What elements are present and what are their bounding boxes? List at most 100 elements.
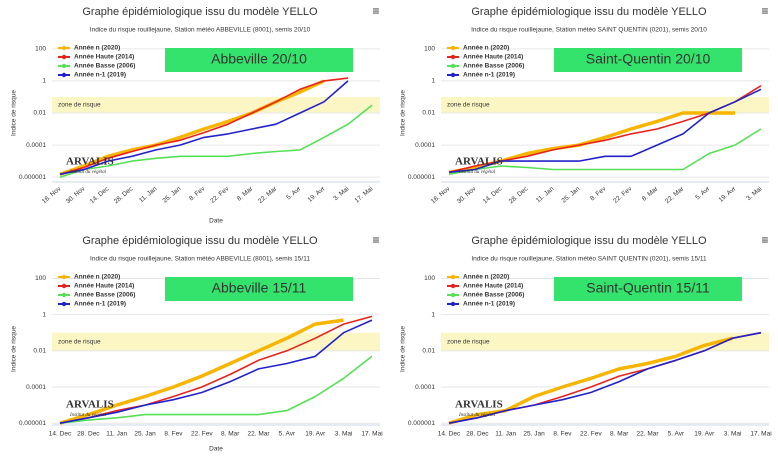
legend-marker	[450, 63, 456, 69]
x-tick-label: 22. Fev	[191, 431, 213, 438]
y-tick-label: 100	[35, 275, 46, 282]
chart-title: Graphe épidémiologique issu du modèle YE…	[471, 235, 707, 247]
y-tick-label: 1	[42, 311, 46, 318]
y-axis-label: Indice de risque	[11, 326, 18, 372]
x-tick-label: 8. Mar	[221, 431, 240, 438]
series-line	[59, 319, 373, 424]
legend-label: Année n-1 (2019)	[74, 72, 126, 79]
label-box	[554, 277, 742, 301]
y-tick-label: 0.000001	[408, 174, 435, 181]
x-tick-label: 8. Mar	[610, 431, 629, 438]
x-tick-label: 25. Jan	[561, 185, 582, 204]
x-axis-label: Date	[209, 218, 223, 225]
x-tick-label: 5. Avr	[279, 431, 296, 438]
x-tick-label: 14. Dec	[89, 185, 111, 205]
chart-subtitle: Indice du risque rouillejaune, Station m…	[90, 27, 311, 34]
legend-label: Année n (2020)	[74, 274, 120, 281]
x-tick-label: 28. Dec	[508, 185, 530, 205]
y-tick-label: 0.01	[422, 110, 435, 117]
legend-marker	[450, 292, 456, 298]
chart-subtitle: Indice du risque rouillejaune, Station m…	[90, 256, 310, 263]
label-text: Abbeville 15/11	[212, 280, 307, 296]
series-line	[59, 80, 349, 176]
risk-zone-label: zone de risque	[447, 102, 490, 109]
x-tick-label: 19. Avr	[306, 185, 327, 204]
x-tick-label: 17. Mai	[354, 185, 375, 204]
legend-marker	[450, 283, 456, 289]
legend-marker	[450, 45, 456, 51]
chart-title: Graphe épidémiologique issu du modèle YE…	[471, 6, 707, 18]
legend-marker	[61, 301, 67, 307]
chart-title: Graphe épidémiologique issu du modèle YE…	[82, 6, 318, 18]
legend-marker	[450, 72, 456, 78]
legend-label: Année n (2020)	[463, 45, 509, 52]
chart-panel: Graphe épidémiologique issu du modèle YE…	[400, 4, 769, 205]
logo: ARVALIS	[66, 399, 114, 411]
label-text: Saint-Quentin 20/10	[586, 51, 711, 67]
x-tick-label: 8. Fev	[553, 431, 572, 438]
x-tick-label: 14. Dec	[49, 431, 72, 438]
series-line	[59, 104, 373, 178]
y-tick-label: 0.0001	[26, 384, 46, 391]
legend-marker	[61, 54, 67, 60]
legend-label: Année Haute (2014)	[74, 54, 134, 61]
x-tick-label: 25. Jan	[523, 431, 545, 438]
x-tick-label: 11. Jan	[535, 185, 556, 204]
legend-label: Année n-1 (2019)	[463, 72, 515, 79]
y-tick-label: 0.01	[33, 348, 46, 355]
x-tick-label: 16. Nov	[41, 185, 63, 205]
x-tick-label: 22. Fev	[580, 431, 602, 438]
menu-icon: ≡	[761, 4, 768, 18]
legend-label: Année n-1 (2019)	[463, 301, 515, 308]
x-tick-label: 14. Dec	[482, 185, 504, 205]
menu-icon: ≡	[372, 233, 379, 247]
x-tick-label: 17. Mai	[750, 431, 771, 438]
x-tick-label: 8. Fev	[188, 185, 207, 202]
legend-label: Année n (2020)	[74, 45, 120, 52]
legend-label: Année Basse (2006)	[74, 63, 135, 70]
x-tick-label: 3. Mai	[335, 431, 353, 438]
x-tick-label: 30. Nov	[65, 185, 87, 205]
logo-sub: Institut du végétal	[69, 413, 107, 418]
risk-zone	[441, 96, 769, 113]
x-tick-label: 5. Avr	[668, 431, 685, 438]
x-tick-label: 19. Avr	[305, 431, 326, 438]
x-tick-label: 22. Mar	[664, 185, 686, 205]
risk-zone-label: zone de risque	[58, 339, 101, 346]
x-tick-label: 3. Mai	[724, 431, 742, 438]
x-tick-label: 25. Jan	[162, 185, 183, 204]
label-text: Abbeville 20/10	[211, 51, 307, 67]
legend-label: Année Haute (2014)	[74, 283, 134, 290]
legend-marker	[450, 301, 456, 307]
x-tick-label: 8. Fev	[589, 185, 608, 202]
y-tick-label: 1	[42, 78, 46, 85]
y-tick-label: 0.0001	[26, 142, 46, 149]
label-box	[165, 277, 353, 301]
x-tick-label: 19. Avr	[694, 431, 715, 438]
x-tick-label: 11. Jan	[138, 185, 159, 204]
x-tick-label: 11. Jan	[495, 431, 516, 438]
legend-label: Année n-1 (2019)	[74, 301, 126, 308]
risk-zone	[52, 96, 380, 113]
series-line	[59, 77, 349, 176]
x-tick-label: 22. Fev	[209, 185, 231, 205]
logo: ARVALIS	[455, 399, 503, 411]
series-line	[59, 318, 344, 425]
x-tick-label: 3. Mai	[745, 185, 763, 202]
menu-icon: ≡	[761, 233, 768, 247]
legend-label: Année n (2020)	[463, 274, 509, 281]
chart-subtitle: Indice du risque rouillejaune, Station m…	[471, 256, 707, 263]
x-tick-label: 22. Mar	[637, 431, 660, 438]
y-tick-label: 0.000001	[408, 420, 435, 427]
risk-zone-label: zone de risque	[58, 102, 101, 109]
x-tick-label: 22. Mar	[257, 185, 279, 205]
legend-marker	[450, 54, 456, 60]
x-tick-label: 8. Mar	[641, 185, 660, 203]
label-text: Saint-Quentin 15/11	[586, 280, 710, 296]
y-tick-label: 0.01	[33, 110, 46, 117]
x-tick-label: 28. Dec	[77, 431, 100, 438]
x-tick-label: 25. Jan	[134, 431, 156, 438]
x-tick-label: 5. Avr	[694, 185, 712, 202]
y-tick-label: 0.0001	[415, 142, 435, 149]
